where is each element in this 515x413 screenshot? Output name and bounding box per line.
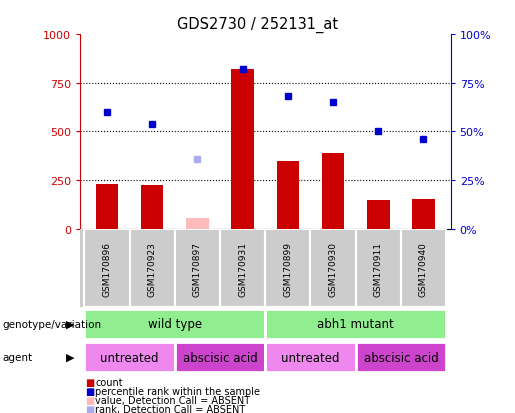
Bar (130, 229, 175, 308)
Bar (412, 199, 435, 229)
Text: ■: ■ (85, 404, 94, 413)
Text: GSM170940: GSM170940 (419, 241, 428, 296)
Bar (84, 342, 175, 372)
Text: wild type: wild type (148, 318, 202, 331)
Text: GSM170897: GSM170897 (193, 241, 202, 296)
Bar (186, 218, 209, 229)
Text: abscisic acid: abscisic acid (183, 351, 258, 364)
Text: rank, Detection Call = ABSENT: rank, Detection Call = ABSENT (95, 404, 246, 413)
Text: abscisic acid: abscisic acid (364, 351, 438, 364)
Text: genotype/variation: genotype/variation (3, 319, 101, 329)
Text: GSM170930: GSM170930 (329, 241, 337, 296)
Text: untreated: untreated (281, 351, 340, 364)
Text: ▶: ▶ (66, 352, 75, 362)
Text: abh1 mutant: abh1 mutant (317, 318, 394, 331)
Text: GSM170896: GSM170896 (102, 241, 111, 296)
Bar (84, 309, 265, 339)
Text: GDS2730 / 252131_at: GDS2730 / 252131_at (177, 17, 338, 33)
Bar (322, 154, 345, 229)
Bar (231, 70, 254, 229)
Bar (175, 342, 265, 372)
Bar (356, 229, 401, 308)
Text: GSM170911: GSM170911 (374, 241, 383, 296)
Text: agent: agent (3, 352, 32, 362)
Bar (175, 229, 220, 308)
Text: GSM170931: GSM170931 (238, 241, 247, 296)
Text: ■: ■ (85, 386, 94, 396)
Text: ■: ■ (85, 395, 94, 405)
Bar (367, 200, 389, 229)
Bar (96, 185, 118, 229)
Text: GSM170923: GSM170923 (148, 241, 157, 296)
Text: value, Detection Call = ABSENT: value, Detection Call = ABSENT (95, 395, 250, 405)
Text: ▶: ▶ (66, 319, 75, 329)
Bar (356, 342, 446, 372)
Bar (277, 161, 299, 229)
Text: percentile rank within the sample: percentile rank within the sample (95, 386, 260, 396)
Bar (84, 229, 130, 308)
Bar (265, 309, 446, 339)
Bar (141, 185, 163, 229)
Text: ■: ■ (85, 377, 94, 387)
Text: GSM170899: GSM170899 (283, 241, 293, 296)
Bar (265, 342, 356, 372)
Text: untreated: untreated (100, 351, 159, 364)
Bar (401, 229, 446, 308)
Text: count: count (95, 377, 123, 387)
Bar (311, 229, 356, 308)
Bar (220, 229, 265, 308)
Bar (265, 229, 311, 308)
